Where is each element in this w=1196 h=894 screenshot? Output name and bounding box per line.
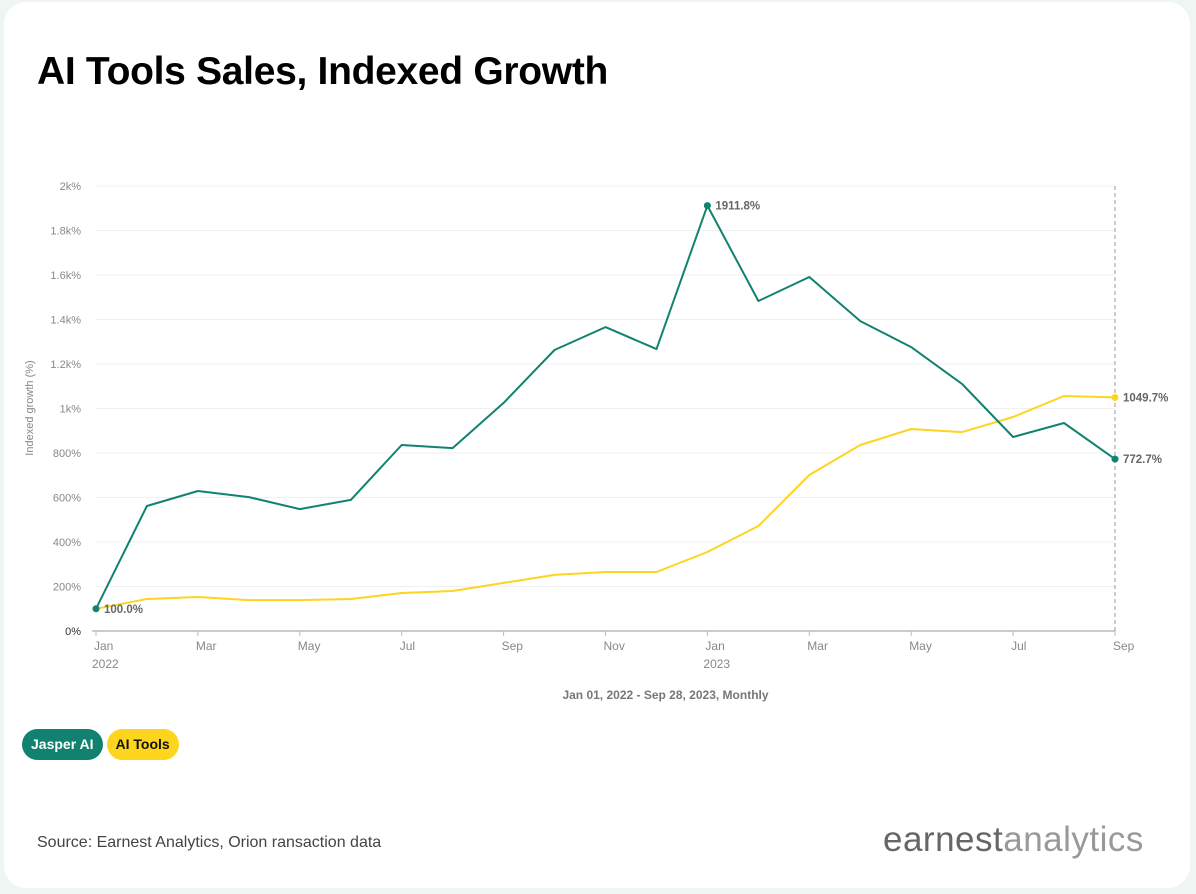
x-tick-year: 2022 bbox=[92, 657, 119, 671]
y-tick-label: 1.6k% bbox=[50, 270, 81, 282]
y-tick-label: 1k% bbox=[60, 404, 82, 416]
x-tick-label: Jan bbox=[94, 639, 113, 653]
x-tick-label: Mar bbox=[807, 639, 828, 653]
y-tick-label: 200% bbox=[53, 582, 81, 594]
series-line-ai-tools bbox=[95, 395, 1116, 610]
x-axis-label: Jan 01, 2022 - Sep 28, 2023, Monthly bbox=[562, 688, 768, 702]
data-point-marker bbox=[703, 202, 711, 210]
data-label: 1049.7% bbox=[1123, 392, 1168, 404]
x-tick-label: May bbox=[909, 639, 932, 653]
legend-jasper-ai[interactable]: Jasper AI bbox=[22, 729, 103, 760]
legend: Jasper AI AI Tools bbox=[22, 729, 179, 760]
y-tick-label: 400% bbox=[53, 537, 81, 549]
series-line-jasper-ai bbox=[95, 204, 1116, 610]
data-label: 1911.8% bbox=[715, 201, 760, 213]
data-point-marker bbox=[1111, 393, 1119, 401]
y-tick-label: 600% bbox=[53, 493, 81, 505]
data-point-marker bbox=[1111, 455, 1119, 463]
y-tick-label: 1.4k% bbox=[50, 315, 81, 327]
y-tick-label: 2k% bbox=[60, 181, 82, 193]
earnest-analytics-logo: earnestanalytics bbox=[883, 820, 1144, 859]
x-tick-label: Sep bbox=[502, 639, 524, 653]
x-tick-label: Sep bbox=[1113, 639, 1135, 653]
x-tick-label: Jul bbox=[400, 639, 415, 653]
chart-card bbox=[4, 2, 1190, 888]
y-tick-label: 0% bbox=[65, 626, 81, 638]
x-tick-year: 2023 bbox=[703, 657, 730, 671]
x-tick-label: Mar bbox=[196, 639, 217, 653]
data-label: 772.7% bbox=[1123, 454, 1162, 466]
y-axis-label: Indexed growth (%) bbox=[24, 360, 36, 455]
y-tick-label: 1.8k% bbox=[50, 226, 81, 238]
data-label: 100.0% bbox=[104, 604, 143, 616]
chart-title: AI Tools Sales, Indexed Growth bbox=[37, 50, 609, 93]
x-tick-label: Jul bbox=[1011, 639, 1026, 653]
data-point-marker bbox=[92, 605, 100, 613]
y-tick-label: 800% bbox=[53, 448, 81, 460]
y-tick-label: 1.2k% bbox=[50, 359, 81, 371]
x-tick-label: May bbox=[298, 639, 321, 653]
legend-ai-tools[interactable]: AI Tools bbox=[106, 729, 179, 760]
source-note: Source: Earnest Analytics, Orion ransact… bbox=[37, 834, 382, 851]
x-tick-label: Nov bbox=[604, 639, 625, 653]
x-tick-label: Jan bbox=[705, 639, 724, 653]
